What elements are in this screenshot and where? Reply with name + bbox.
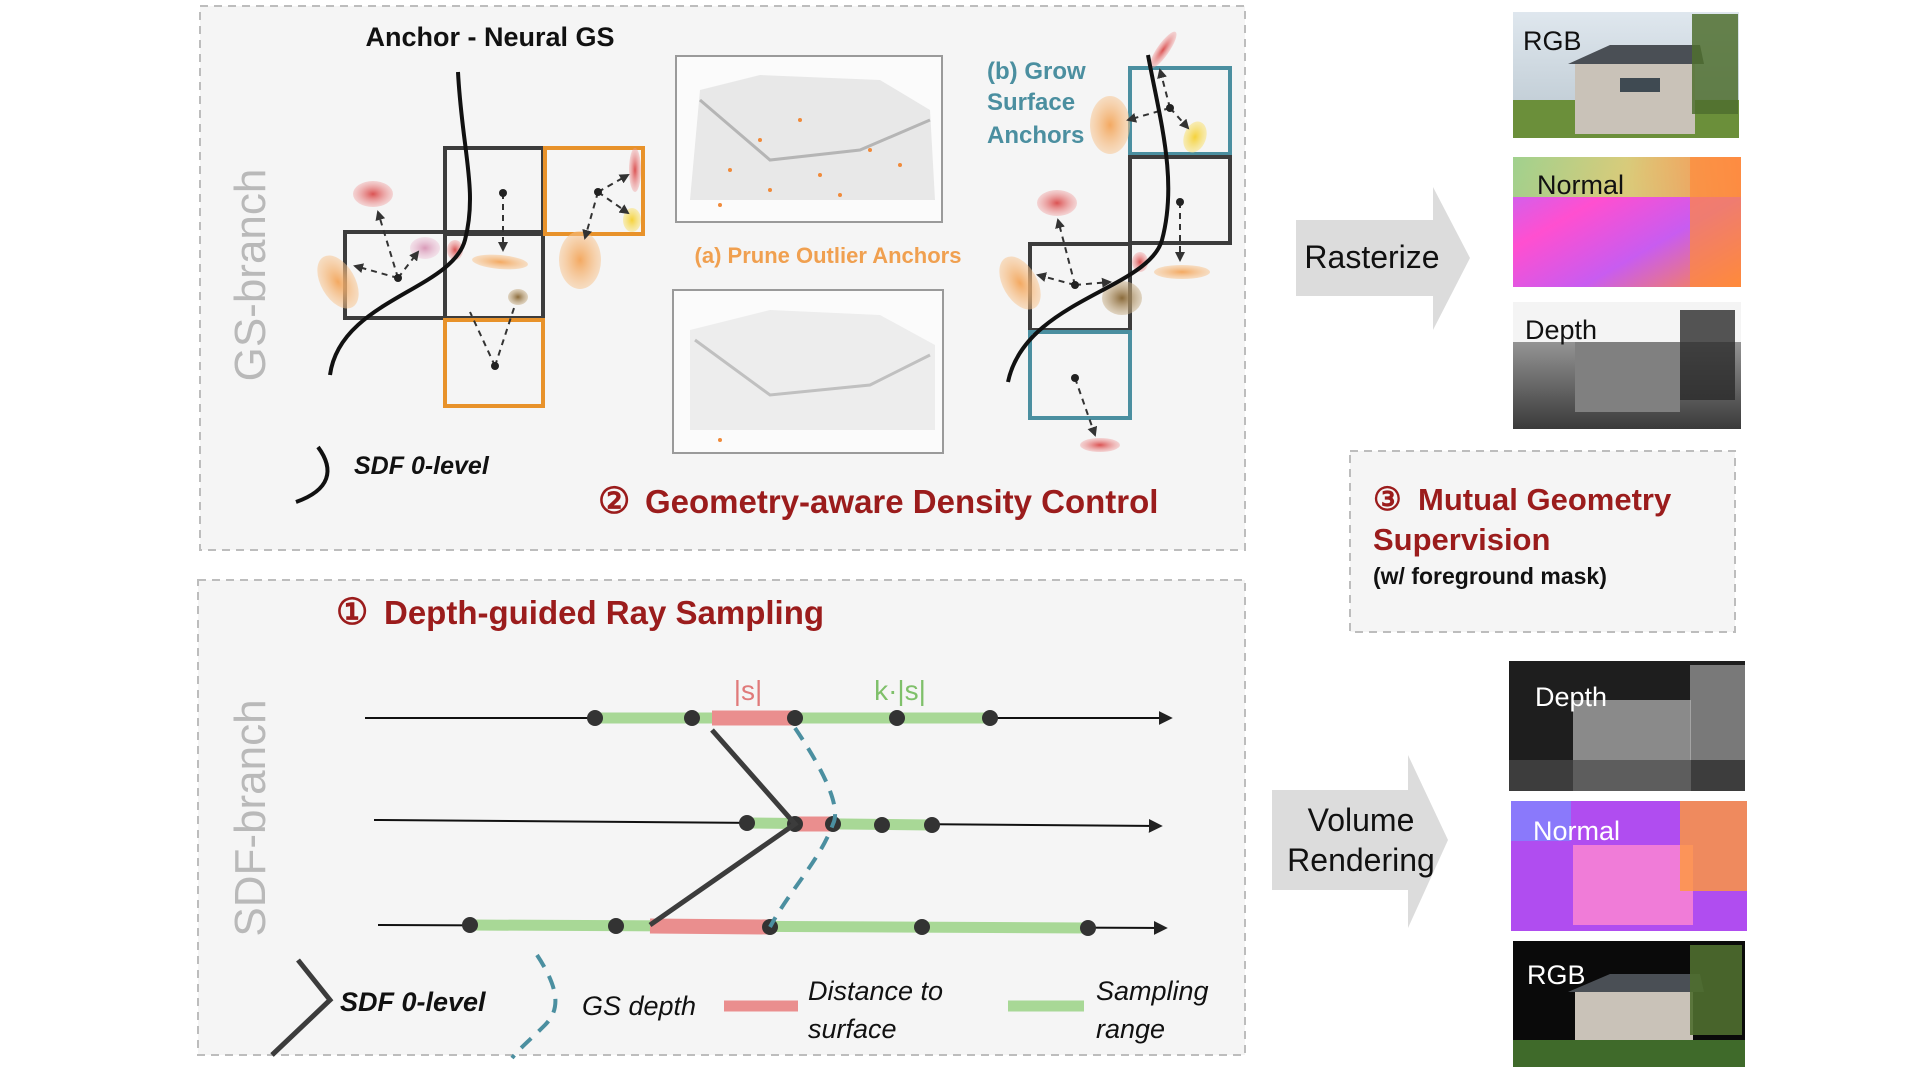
sdf-legend-label: SDF 0-level [340, 987, 486, 1017]
volume-rendering-arrow: Volume Rendering [1272, 755, 1448, 928]
section-2-title: ② Geometry-aware Density Control [598, 480, 1158, 521]
sdf-legend: SDF 0-level GS depth Distance to surface… [270, 953, 1209, 1060]
section-1-title: ① Depth-guided Ray Sampling [336, 591, 824, 632]
sampling-range [469, 919, 1089, 934]
sampling-legend-line1: Sampling [1096, 976, 1209, 1006]
sdf-panel: SDF-branch ① Depth-guided Ray Sampling |… [197, 579, 1246, 1060]
section-2-number: ② [598, 480, 630, 521]
gaussian-ellipse [559, 231, 601, 289]
gs-rgb-label: RGB [1523, 26, 1582, 56]
sdf-zero-level-curve [1006, 54, 1171, 383]
gaussian-ellipse [472, 254, 528, 270]
s-label: |s| [734, 675, 763, 706]
mutual-supervision-box: ③ Mutual Geometry Supervision (w/ foregr… [1349, 450, 1736, 633]
gaussian-ellipse [317, 255, 359, 309]
distance-segment [649, 918, 771, 935]
gs-depth-thumb: Depth [1513, 302, 1741, 429]
volume-label-line2: Rendering [1287, 842, 1435, 878]
ray-1 [365, 710, 1173, 726]
anchor-grid-right: (b) Grow Surface Anchors [987, 31, 1232, 452]
gaussian-ellipse [1080, 438, 1120, 452]
mutual-title-line2: Supervision [1373, 522, 1550, 557]
gs-rgb-thumb: RGB [1513, 12, 1739, 138]
gaussian-ellipse [1037, 190, 1077, 216]
section-1-number: ① [336, 591, 368, 632]
anchor-point [1071, 374, 1079, 382]
mutual-title-line1: Mutual Geometry [1418, 482, 1672, 517]
pointcloud-after [672, 289, 944, 454]
gaussian-ellipse [1090, 96, 1130, 154]
grow-label-line3: Anchors [987, 122, 1084, 149]
sampling-legend-line2: range [1096, 1014, 1165, 1044]
gaussian-ellipse [629, 148, 641, 192]
outlier-anchor-cell [543, 146, 645, 236]
sdf-zero-level-line [648, 728, 799, 928]
anchor-grid-left [317, 71, 645, 408]
anchor-title: Anchor - Neural GS [365, 22, 614, 52]
gs-depth-label: Depth [1525, 315, 1597, 345]
sdf-depth-label: Depth [1535, 682, 1607, 712]
sdf-rgb-label: RGB [1527, 960, 1586, 990]
ray-2 [373, 815, 1163, 833]
sdf-depth-thumb: Depth [1509, 661, 1745, 791]
anchor-point [499, 189, 507, 197]
section-2-text: Geometry-aware Density Control [645, 483, 1158, 520]
section-3-number: ③ [1373, 481, 1402, 517]
ks-label: k·|s| [874, 675, 926, 706]
sdf-legend-curve [295, 445, 330, 504]
prune-label: (a) Prune Outlier Anchors [695, 243, 962, 268]
rasterize-label: Rasterize [1304, 239, 1439, 275]
gs-depth-line [768, 726, 838, 928]
sdf-branch-label: SDF-branch [226, 699, 275, 936]
pointcloud-before [675, 55, 943, 223]
outlier-anchor-cell [443, 318, 545, 408]
sdf-zero-level-curve [328, 71, 472, 376]
grow-label-line2: Surface [987, 89, 1075, 116]
gaussian-ellipse [999, 256, 1041, 310]
anchor-point [594, 188, 602, 196]
gs-depth-legend-label: GS depth [582, 991, 696, 1021]
distance-legend-line2: surface [808, 1014, 897, 1044]
gaussian-ellipse [1154, 265, 1210, 279]
anchor-point [394, 274, 402, 282]
gaussian-ellipse [508, 289, 528, 305]
anchor-point [491, 362, 499, 370]
distance-legend-line1: Distance to [808, 976, 943, 1006]
anchor-point [1166, 104, 1174, 112]
anchor-point [1176, 198, 1184, 206]
grown-anchor-cell [1028, 330, 1132, 420]
sdf-legend-label: SDF 0-level [354, 452, 490, 480]
gs-normal-thumb: Normal [1513, 157, 1741, 287]
sdf-panel-frame [197, 579, 1246, 1056]
rasterize-arrow: Rasterize [1296, 187, 1470, 330]
grow-label-line1: (b) Grow [987, 58, 1086, 85]
sdf-rgb-thumb: RGB [1513, 941, 1745, 1067]
gs-branch-label: GS-branch [226, 169, 275, 382]
sdf-normal-label: Normal [1533, 816, 1620, 846]
grown-anchor-cell [1128, 66, 1232, 156]
mutual-subtitle: (w/ foreground mask) [1373, 563, 1607, 589]
anchor-cell [1128, 155, 1232, 245]
anchor-point [1071, 281, 1079, 289]
gaussian-ellipse [1149, 31, 1177, 69]
sdf-normal-thumb: Normal [1511, 801, 1747, 931]
volume-label-line1: Volume [1308, 802, 1415, 838]
gs-normal-label: Normal [1537, 170, 1624, 200]
gs-panel: GS-branch Anchor - Neural GS [199, 5, 1246, 551]
section-1-text: Depth-guided Ray Sampling [384, 594, 824, 631]
gaussian-ellipse [353, 181, 393, 207]
gaussian-ellipse [1102, 281, 1142, 315]
